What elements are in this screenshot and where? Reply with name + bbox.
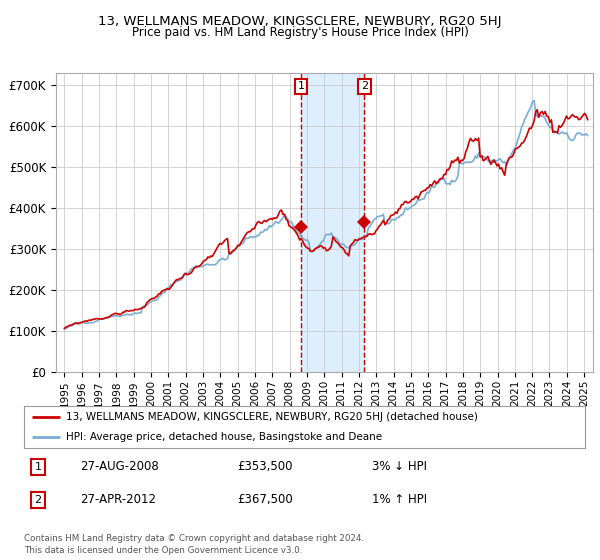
- Text: 27-AUG-2008: 27-AUG-2008: [80, 460, 159, 473]
- Text: 13, WELLMANS MEADOW, KINGSCLERE, NEWBURY, RG20 5HJ: 13, WELLMANS MEADOW, KINGSCLERE, NEWBURY…: [98, 15, 502, 29]
- Text: HPI: Average price, detached house, Basingstoke and Deane: HPI: Average price, detached house, Basi…: [66, 432, 382, 442]
- Text: £353,500: £353,500: [237, 460, 293, 473]
- Text: Contains HM Land Registry data © Crown copyright and database right 2024.
This d: Contains HM Land Registry data © Crown c…: [24, 534, 364, 555]
- Text: 3% ↓ HPI: 3% ↓ HPI: [372, 460, 427, 473]
- Text: £367,500: £367,500: [237, 493, 293, 506]
- Text: 13, WELLMANS MEADOW, KINGSCLERE, NEWBURY, RG20 5HJ (detached house): 13, WELLMANS MEADOW, KINGSCLERE, NEWBURY…: [66, 412, 478, 422]
- Text: Price paid vs. HM Land Registry's House Price Index (HPI): Price paid vs. HM Land Registry's House …: [131, 26, 469, 39]
- Bar: [301, 73, 364, 372]
- Text: 1% ↑ HPI: 1% ↑ HPI: [372, 493, 427, 506]
- Text: 27-APR-2012: 27-APR-2012: [80, 493, 156, 506]
- Text: 2: 2: [361, 81, 368, 91]
- Text: 1: 1: [35, 462, 41, 472]
- Text: 2: 2: [34, 495, 41, 505]
- Text: 1: 1: [298, 81, 304, 91]
